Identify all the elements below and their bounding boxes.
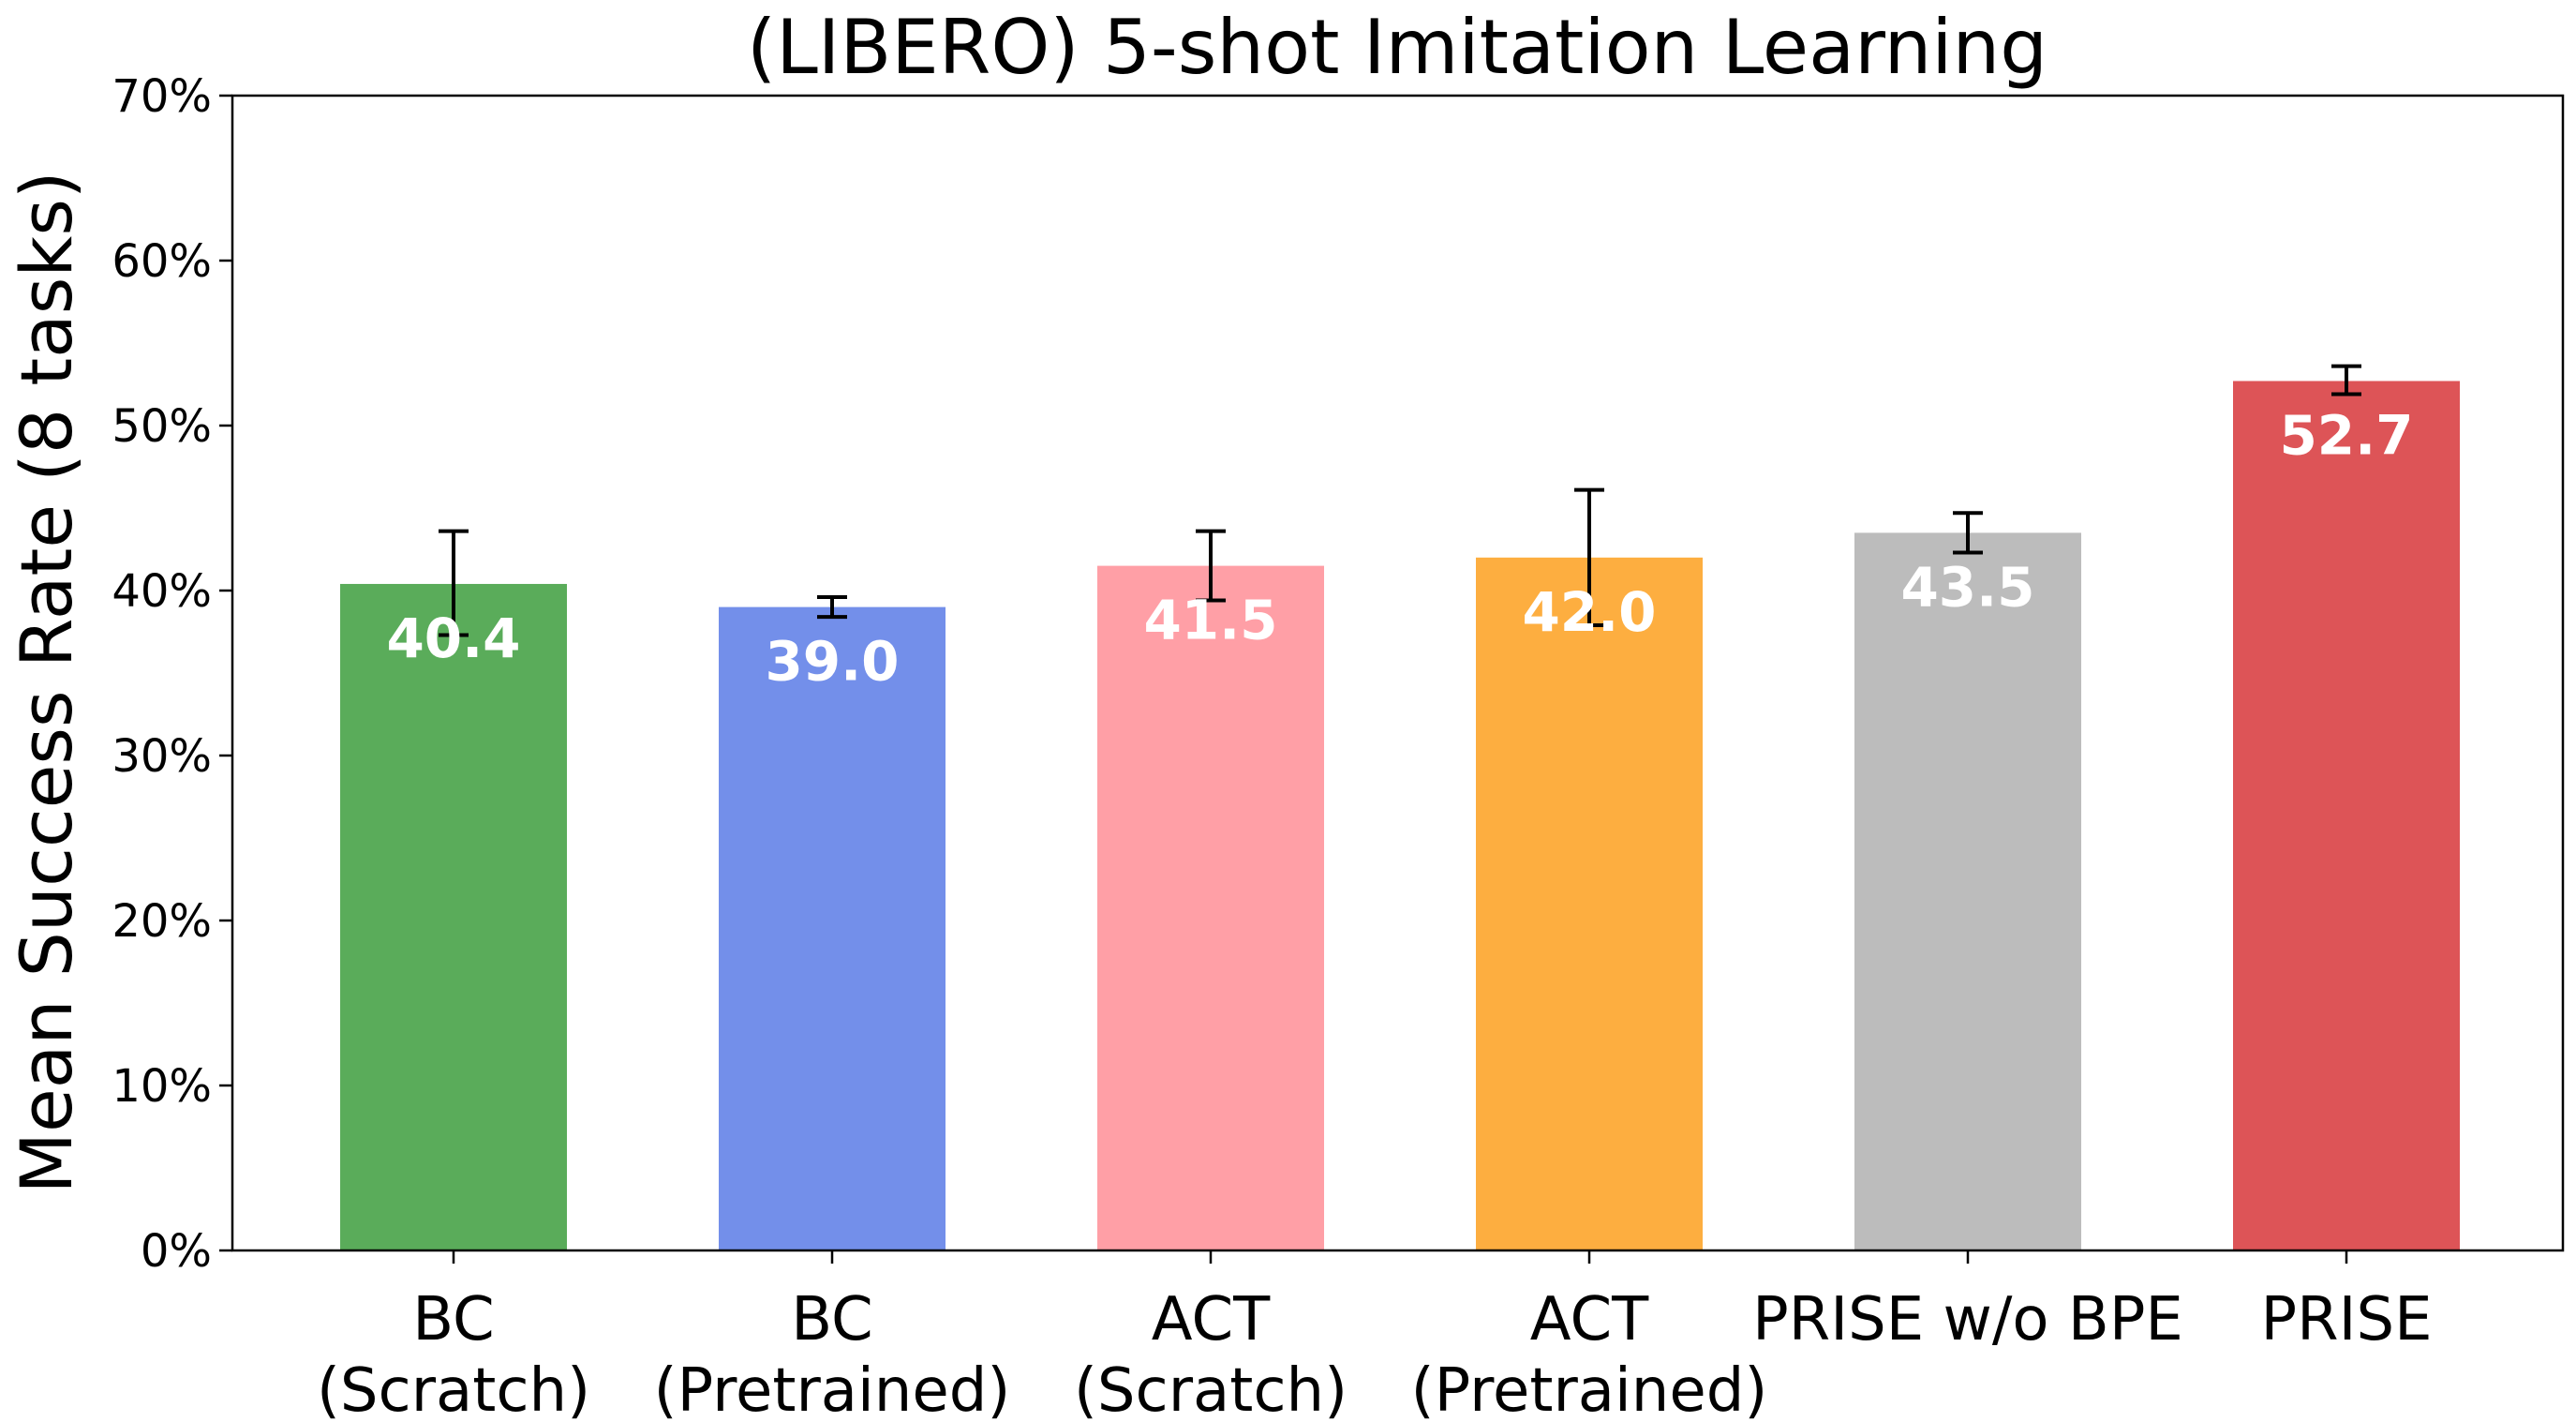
bar	[340, 583, 567, 1250]
bar-value-label: 40.4	[386, 606, 520, 670]
plot-area-frame	[231, 94, 2565, 1252]
bar	[1476, 557, 1703, 1250]
bar	[2233, 381, 2460, 1251]
y-tick-label: 50%	[112, 400, 212, 453]
y-tick-label: 30%	[112, 730, 212, 783]
x-axis-category-labels: BC (Scratch) BC (Pretrained) ACT (Scratch) ACT…	[317, 1250, 2433, 1422]
error-bars	[439, 364, 2361, 637]
y-tick-label: 60%	[112, 235, 212, 288]
x-category-label: ACT (Scratch)	[1074, 1285, 1348, 1422]
bar	[1854, 532, 2081, 1250]
bar-value-label: 43.5	[1900, 555, 2034, 619]
y-tick-label: 40%	[112, 565, 212, 618]
x-category-label: PRISE w/o BPE	[1752, 1285, 2183, 1355]
x-category-label: BC (Scratch)	[317, 1285, 590, 1422]
bar-value-labels: 40.4 39.0 41.5 42.0 43.5 52.7	[386, 403, 2413, 693]
y-tick-label: 0%	[141, 1225, 212, 1278]
bar-value-label: 39.0	[765, 630, 899, 694]
y-tick-label: 10%	[112, 1060, 212, 1113]
bar-value-label: 52.7	[2279, 403, 2413, 467]
x-category-label: ACT (Pretrained)	[1411, 1285, 1768, 1422]
bar	[1097, 565, 1324, 1250]
bar-value-label: 42.0	[1522, 580, 1656, 644]
y-tick-label: 70%	[112, 70, 212, 123]
bar	[719, 606, 946, 1250]
bars	[340, 381, 2460, 1251]
y-tick-label: 20%	[112, 895, 212, 948]
x-category-label: PRISE	[2261, 1285, 2433, 1355]
y-axis-ticks: 0% 10% 20% 30% 40% 50% 60% 70%	[112, 70, 232, 1278]
chart-title: (LIBERO) 5-shot Imitation Learning	[747, 4, 2047, 91]
x-category-label: BC (Pretrained)	[654, 1285, 1011, 1422]
bar-value-label: 41.5	[1143, 589, 1277, 652]
y-axis-label: Mean Success Rate (8 tasks)	[5, 171, 88, 1193]
